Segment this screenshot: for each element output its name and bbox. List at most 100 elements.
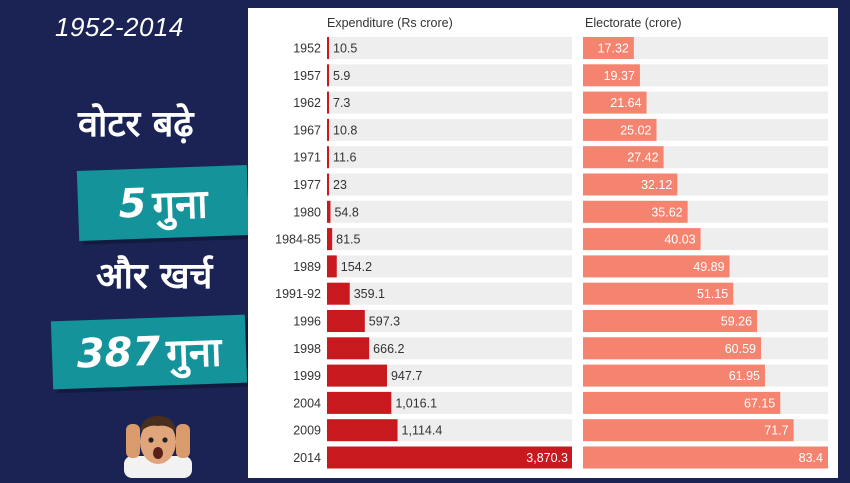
electorate-title: Electorate (crore) <box>585 16 682 30</box>
expense-multiplier-badge: 387 गुना <box>50 314 248 390</box>
electorate-bar <box>583 310 758 332</box>
electorate-value-label: 32.12 <box>641 178 672 192</box>
expense-heading: और खर्च <box>96 256 213 297</box>
expenditure-bar <box>327 391 392 414</box>
electorate-value-label: 51.15 <box>697 287 728 301</box>
expenditure-track <box>327 118 572 141</box>
expenditure-bar <box>327 419 398 442</box>
electorate-bar <box>583 173 678 196</box>
electorate-value-label: 59.26 <box>721 315 752 329</box>
electorate-bar <box>583 37 634 59</box>
expenditure-track <box>327 146 572 169</box>
electorate-bar <box>583 228 701 251</box>
expenditure-title: Expenditure (Rs crore) <box>327 16 453 30</box>
electorate-bar <box>583 446 828 469</box>
expenditure-bar <box>327 37 329 59</box>
expenditure-value-label: 10.8 <box>333 123 357 137</box>
year-label: 1957 <box>293 69 321 83</box>
electorate-bar <box>583 146 664 169</box>
expenditure-track <box>327 64 572 87</box>
expenditure-track <box>327 228 572 251</box>
expenditure-value-label: 5.9 <box>333 69 350 83</box>
electorate-value-label: 61.95 <box>729 369 760 383</box>
electorate-bar <box>583 200 688 223</box>
electorate-value-label: 21.64 <box>610 96 641 110</box>
expenditure-track <box>327 282 572 305</box>
voters-multiplier-word: गुना <box>151 180 209 229</box>
electorate-bar <box>583 364 765 387</box>
electorate-track <box>583 37 828 59</box>
expenditure-bar <box>327 337 370 360</box>
electorate-value-label: 25.02 <box>620 123 651 137</box>
expenditure-track <box>327 310 572 332</box>
expenditure-bar <box>327 446 572 469</box>
electorate-value-label: 19.37 <box>604 69 635 83</box>
expenditure-track <box>327 200 572 223</box>
expenditure-bar <box>327 200 331 223</box>
expenditure-value-label: 1,114.4 <box>402 424 443 438</box>
electorate-bar <box>583 419 794 442</box>
year-label: 2009 <box>293 424 321 438</box>
expenditure-bar <box>327 118 329 141</box>
electorate-bar <box>583 118 657 141</box>
expenditure-value-label: 1,016.1 <box>395 396 437 410</box>
year-label: 1989 <box>293 260 321 274</box>
electorate-value-label: 49.89 <box>693 260 724 274</box>
electorate-value-label: 17.32 <box>598 42 629 56</box>
expenditure-bar <box>327 173 329 196</box>
expenditure-value-label: 359.1 <box>354 287 385 301</box>
electorate-value-label: 83.4 <box>799 451 823 465</box>
year-label: 2014 <box>293 451 321 465</box>
expenditure-bar <box>327 282 350 305</box>
voters-grew-heading: वोटर बढ़े <box>78 104 194 145</box>
expenditure-value-label: 54.8 <box>334 205 358 219</box>
expenditure-track <box>327 337 572 360</box>
expenditure-bar <box>327 146 329 169</box>
expenditure-bar <box>327 91 329 114</box>
electorate-bar <box>583 337 761 360</box>
year-label: 1999 <box>293 369 321 383</box>
expenditure-value-label: 11.6 <box>333 151 356 165</box>
electorate-value-label: 71.7 <box>764 424 788 438</box>
electorate-bar <box>583 391 781 414</box>
electorate-value-label: 67.15 <box>744 396 775 410</box>
expenditure-track <box>327 37 572 59</box>
expenditure-track <box>327 364 572 387</box>
expense-multiplier-word: गुना <box>165 328 223 377</box>
year-label: 2004 <box>293 396 321 410</box>
expenditure-value-label: 23 <box>333 178 347 192</box>
year-label: 1971 <box>293 151 321 165</box>
expenditure-track <box>327 91 572 114</box>
shocked-man-illustration <box>124 416 192 478</box>
expenditure-bar <box>327 255 337 278</box>
expenditure-value-label: 597.3 <box>369 315 400 329</box>
electorate-value-label: 40.03 <box>664 233 695 247</box>
expenditure-bar <box>327 228 333 251</box>
expenditure-bar <box>327 364 387 387</box>
year-label: 1962 <box>293 96 321 110</box>
electorate-value-label: 60.59 <box>725 342 756 356</box>
voters-multiplier-badge: 5 गुना <box>76 165 250 241</box>
expenditure-bar <box>327 64 329 87</box>
election-bar-chart: Expenditure (Rs crore) Electorate (crore… <box>275 16 828 469</box>
expenditure-bar <box>327 310 365 332</box>
expenditure-value-label: 666.2 <box>373 342 404 356</box>
chart-panel: Expenditure (Rs crore) Electorate (crore… <box>248 8 838 478</box>
year-label: 1984-85 <box>275 233 321 247</box>
expenditure-value-label: 154.2 <box>341 260 372 274</box>
year-label: 1980 <box>293 205 321 219</box>
year-label: 1967 <box>293 123 321 137</box>
year-label: 1952 <box>293 42 321 56</box>
voters-multiplier-number: 5 <box>117 180 148 228</box>
expenditure-value-label: 3,870.3 <box>526 451 568 465</box>
electorate-bar <box>583 282 734 305</box>
expenditure-value-label: 947.7 <box>391 369 422 383</box>
year-label: 1996 <box>293 315 321 329</box>
expenditure-track <box>327 255 572 278</box>
expenditure-value-label: 81.5 <box>336 233 360 247</box>
electorate-track <box>583 64 828 87</box>
year-label: 1977 <box>293 178 321 192</box>
electorate-bar <box>583 91 647 114</box>
electorate-bar <box>583 64 640 87</box>
expenditure-track <box>327 173 572 196</box>
